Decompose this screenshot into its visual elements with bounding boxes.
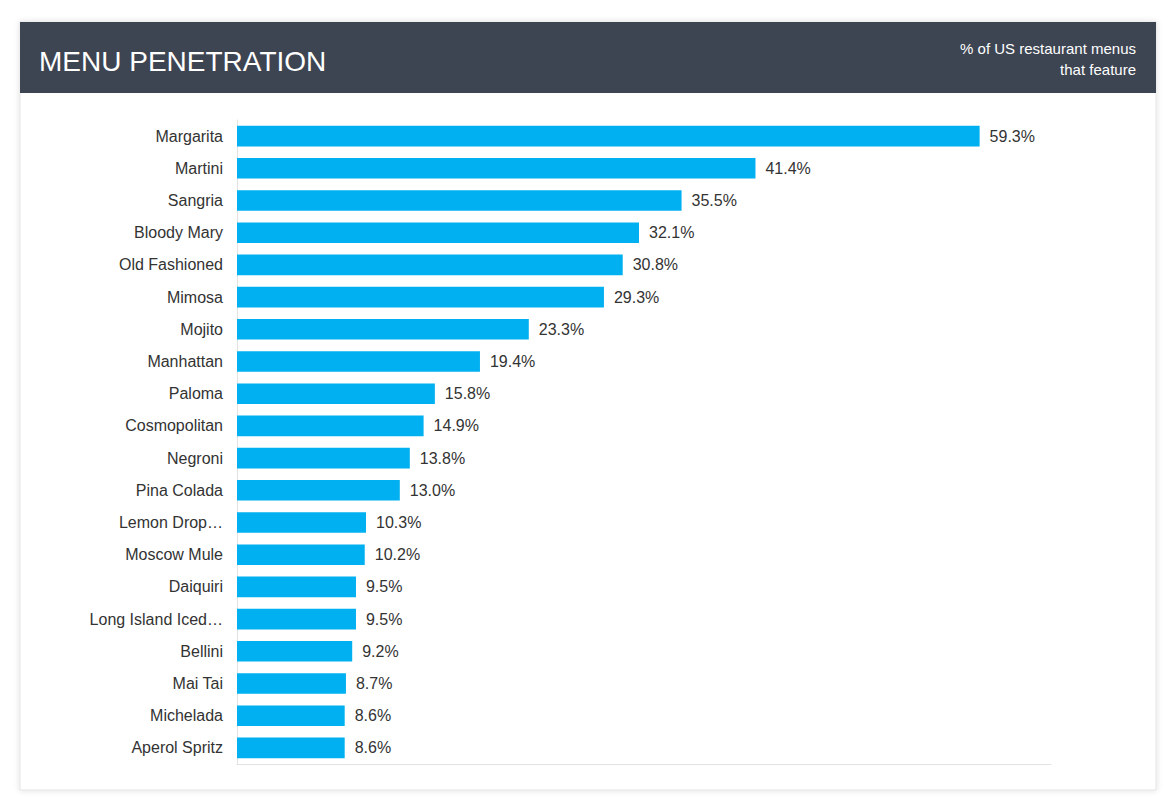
svg-text:Bloody Mary: Bloody Mary	[134, 224, 223, 241]
svg-text:Mojito: Mojito	[180, 321, 223, 338]
svg-text:15.8%: 15.8%	[445, 385, 490, 402]
svg-text:Sangria: Sangria	[168, 192, 223, 209]
svg-text:10.3%: 10.3%	[376, 514, 421, 531]
svg-text:MENU PENETRATION: MENU PENETRATION	[39, 46, 326, 77]
svg-text:Mai Tai: Mai Tai	[173, 675, 223, 692]
svg-text:13.0%: 13.0%	[410, 482, 455, 499]
svg-text:Negroni: Negroni	[167, 450, 223, 467]
svg-text:8.6%: 8.6%	[355, 707, 391, 724]
svg-text:Long Island Iced…: Long Island Iced…	[90, 611, 223, 628]
svg-text:9.2%: 9.2%	[362, 643, 398, 660]
svg-text:% of US restaurant menus: % of US restaurant menus	[960, 40, 1136, 57]
svg-text:35.5%: 35.5%	[692, 192, 737, 209]
svg-text:Daiquiri: Daiquiri	[169, 578, 223, 595]
svg-text:10.2%: 10.2%	[375, 546, 420, 563]
svg-text:Bellini: Bellini	[180, 643, 223, 660]
svg-text:19.4%: 19.4%	[490, 353, 535, 370]
svg-text:Martini: Martini	[175, 160, 223, 177]
svg-text:29.3%: 29.3%	[614, 289, 659, 306]
svg-text:8.7%: 8.7%	[356, 675, 392, 692]
svg-text:Lemon Drop…: Lemon Drop…	[119, 514, 223, 531]
svg-text:32.1%: 32.1%	[649, 224, 694, 241]
svg-text:9.5%: 9.5%	[366, 578, 402, 595]
svg-text:41.4%: 41.4%	[765, 160, 810, 177]
svg-text:14.9%: 14.9%	[434, 417, 479, 434]
svg-text:8.6%: 8.6%	[355, 739, 391, 756]
svg-text:Cosmopolitan: Cosmopolitan	[125, 417, 223, 434]
svg-text:Michelada: Michelada	[150, 707, 223, 724]
svg-text:Pina Colada: Pina Colada	[136, 482, 223, 499]
svg-text:59.3%: 59.3%	[990, 128, 1035, 145]
svg-text:Aperol Spritz: Aperol Spritz	[131, 739, 223, 756]
svg-text:Paloma: Paloma	[169, 385, 223, 402]
svg-text:Margarita: Margarita	[155, 128, 223, 145]
svg-text:23.3%: 23.3%	[539, 321, 584, 338]
svg-text:Manhattan: Manhattan	[147, 353, 223, 370]
svg-text:Mimosa: Mimosa	[167, 289, 223, 306]
svg-text:13.8%: 13.8%	[420, 450, 465, 467]
svg-text:9.5%: 9.5%	[366, 611, 402, 628]
svg-text:30.8%: 30.8%	[633, 256, 678, 273]
svg-text:Moscow Mule: Moscow Mule	[125, 546, 223, 563]
svg-text:Old Fashioned: Old Fashioned	[119, 256, 223, 273]
svg-text:that feature: that feature	[1060, 61, 1136, 78]
